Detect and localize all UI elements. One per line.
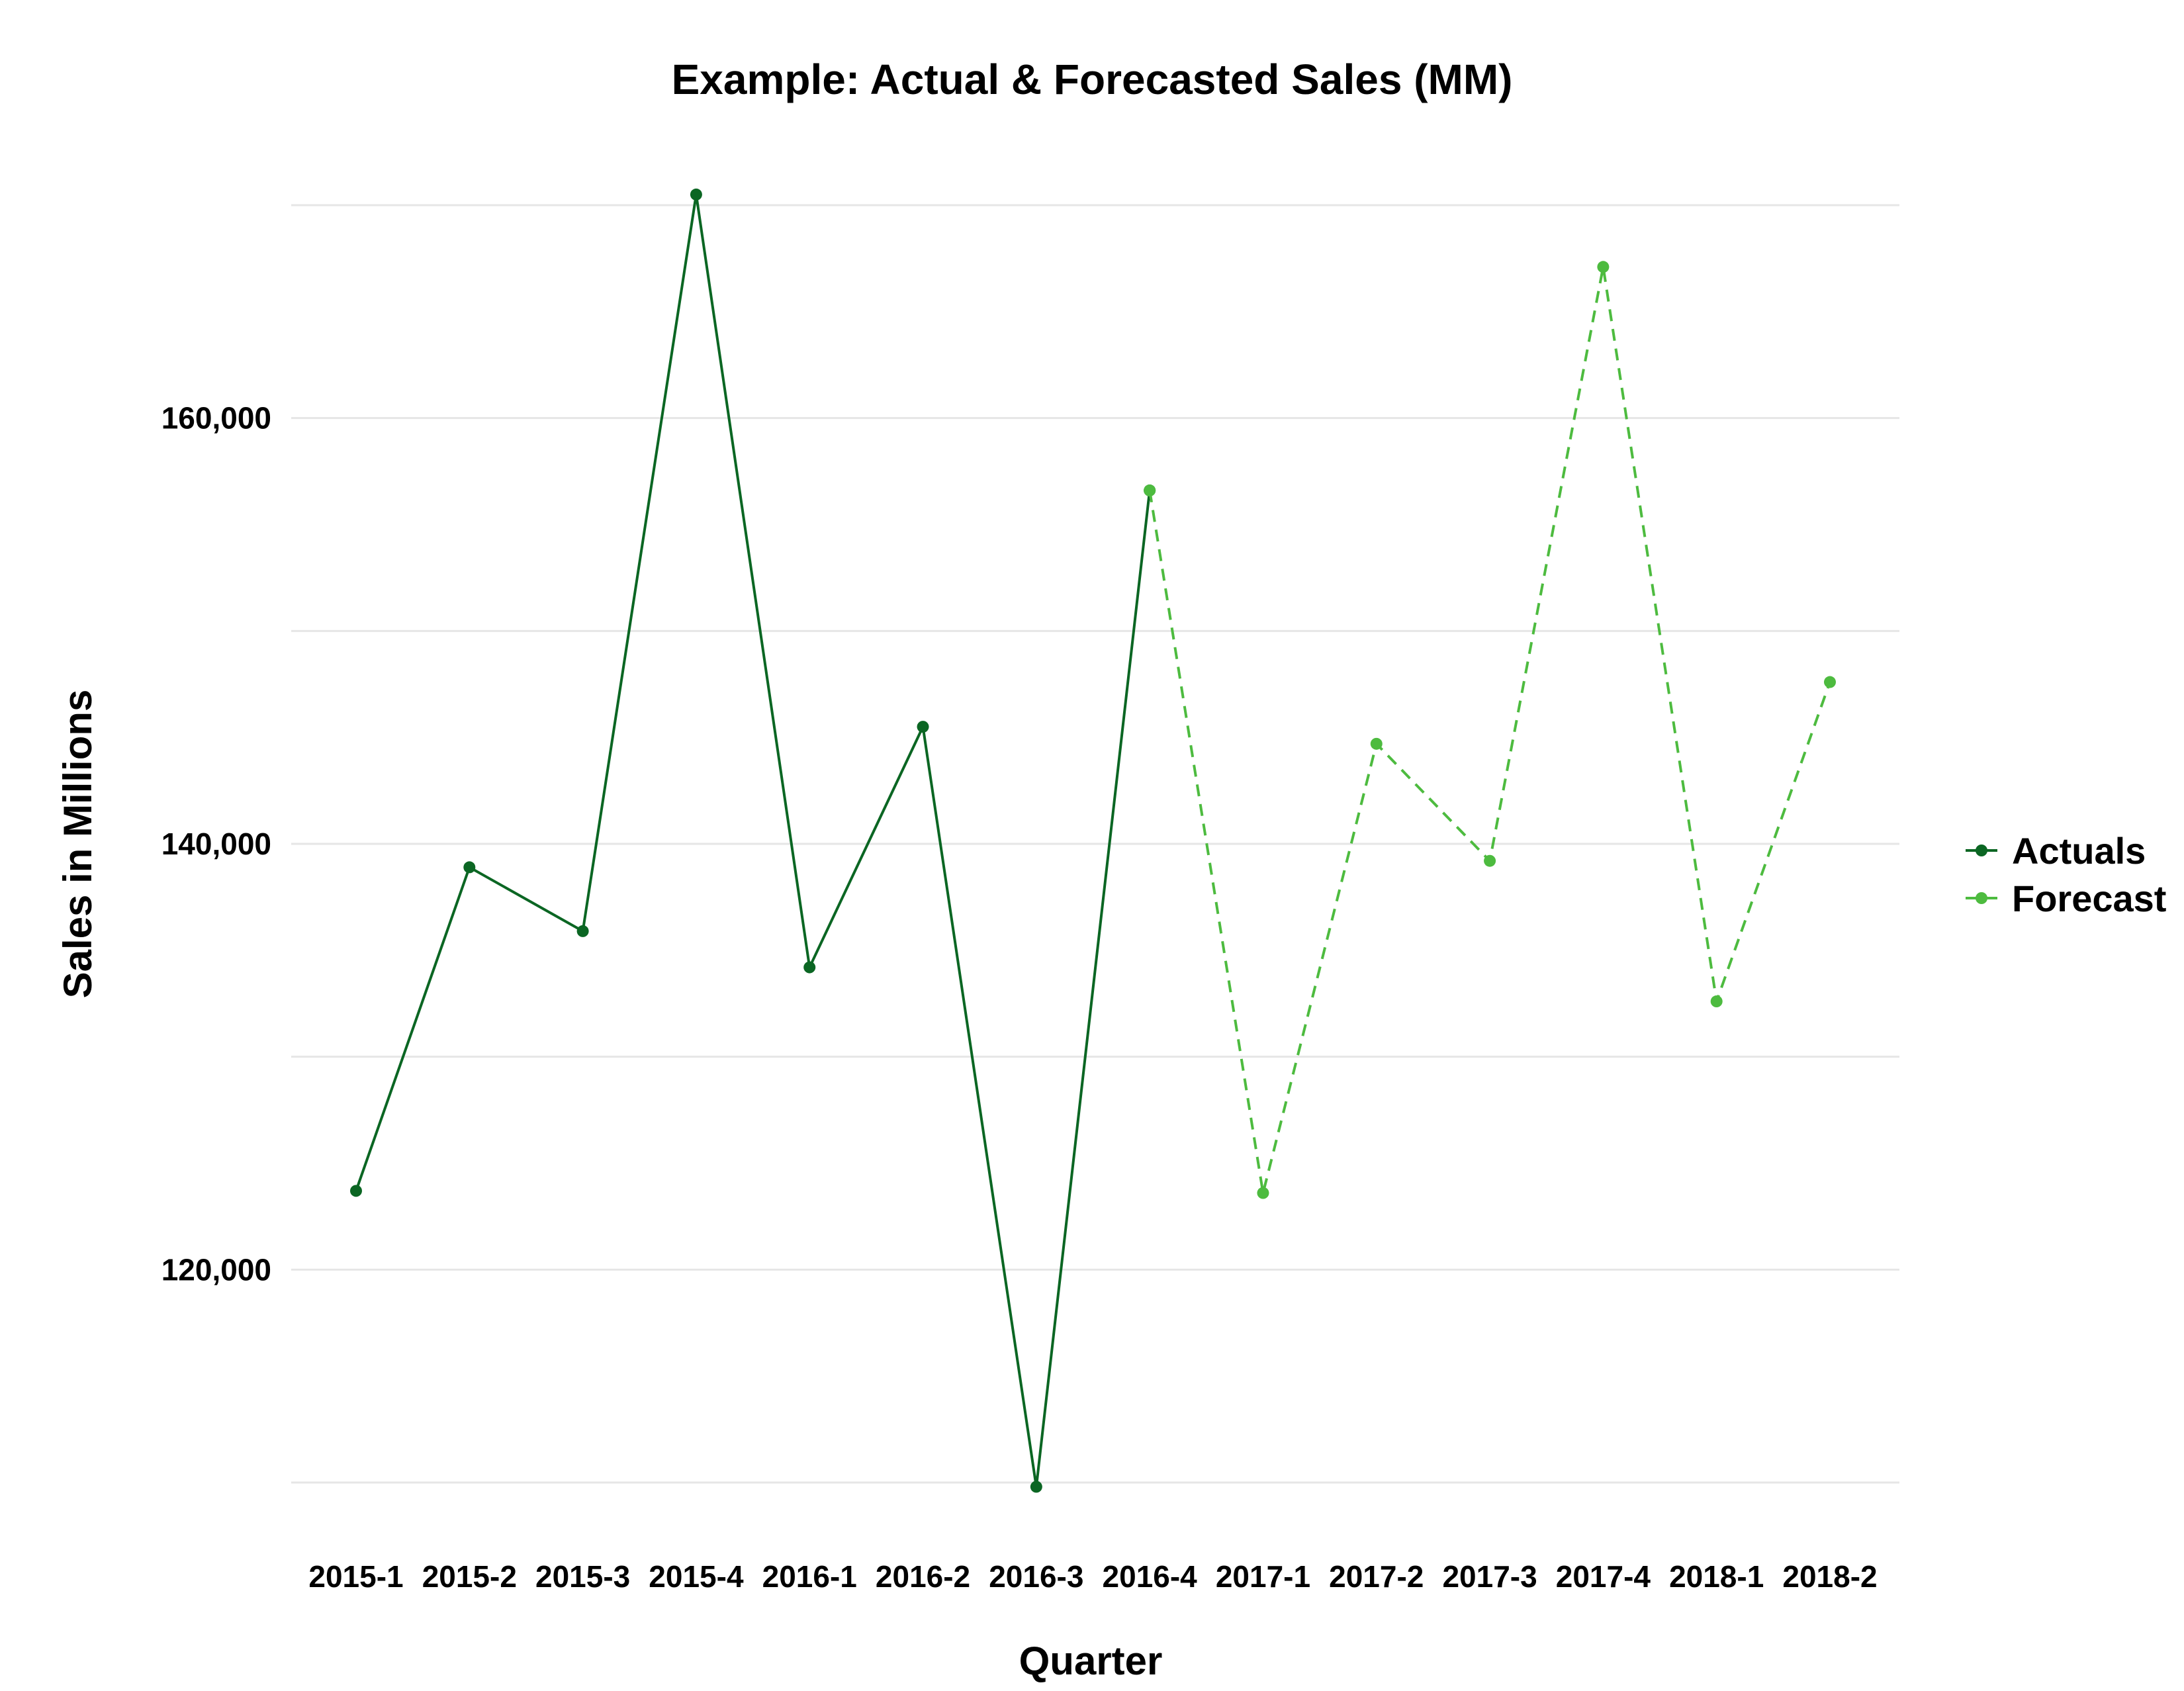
series-line-actuals <box>355 194 1152 1487</box>
data-point-actuals <box>463 861 476 874</box>
chart-title: Example: Actual & Forecasted Sales (MM) <box>672 56 1513 103</box>
data-point-forecast <box>1710 995 1723 1008</box>
data-point-actuals <box>350 1185 362 1197</box>
x-tick-label: 2016-2 <box>876 1559 970 1594</box>
data-point-actuals <box>1030 1481 1042 1493</box>
x-tick-label: 2016-3 <box>989 1559 1083 1594</box>
legend-item-forecast: Forecast <box>1966 878 2166 919</box>
legend-label: Actuals <box>2012 830 2146 872</box>
data-point-actuals <box>917 721 929 733</box>
data-point-actuals <box>803 961 816 974</box>
data-point-forecast <box>1484 854 1496 867</box>
series-line-forecast <box>1148 266 1831 1194</box>
data-point-forecast <box>1824 676 1836 688</box>
y-tick-label: 160,000 <box>161 401 271 435</box>
x-tick-label: 2016-1 <box>762 1559 857 1594</box>
data-point-forecast <box>1144 484 1156 497</box>
legend-item-actuals: Actuals <box>1966 830 2146 872</box>
x-tick-label: 2018-1 <box>1669 1559 1764 1594</box>
x-tick-label: 2017-3 <box>1442 1559 1537 1594</box>
x-axis-ticks: 2015-1 2015-2 2015-3 2015-4 2016-1 2016-2 2016… <box>308 1559 1877 1594</box>
gridlines <box>291 204 1899 1484</box>
x-tick-label: 2017-1 <box>1216 1559 1310 1594</box>
x-tick-label: 2017-4 <box>1556 1559 1651 1594</box>
x-tick-label: 2018-2 <box>1782 1559 1877 1594</box>
x-tick-label: 2016-4 <box>1103 1559 1198 1594</box>
x-tick-label: 2017-2 <box>1329 1559 1424 1594</box>
legend: Actuals Forecast <box>1966 830 2166 919</box>
y-axis-ticks: 120,000 140,000 160,000 <box>161 401 271 1287</box>
x-tick-label: 2015-2 <box>422 1559 517 1594</box>
y-tick-label: 140,000 <box>161 827 271 861</box>
x-tick-label: 2015-3 <box>535 1559 630 1594</box>
y-tick-label: 120,000 <box>161 1252 271 1287</box>
legend-label: Forecast <box>2012 878 2166 919</box>
x-axis-title: Quarter <box>1019 1639 1163 1683</box>
series-group <box>350 188 1836 1493</box>
legend-key-marker <box>1976 892 1987 904</box>
series-forecast <box>1144 261 1836 1199</box>
y-axis-title: Sales in Millions <box>56 690 100 999</box>
legend-key-marker <box>1976 845 1987 856</box>
data-point-forecast <box>1370 737 1383 750</box>
data-point-forecast <box>1597 261 1610 273</box>
series-actuals <box>350 188 1156 1493</box>
data-point-actuals <box>576 925 589 937</box>
x-tick-label: 2015-1 <box>308 1559 403 1594</box>
x-tick-label: 2015-4 <box>649 1559 744 1594</box>
data-point-forecast <box>1257 1187 1269 1199</box>
data-point-actuals <box>690 188 702 201</box>
